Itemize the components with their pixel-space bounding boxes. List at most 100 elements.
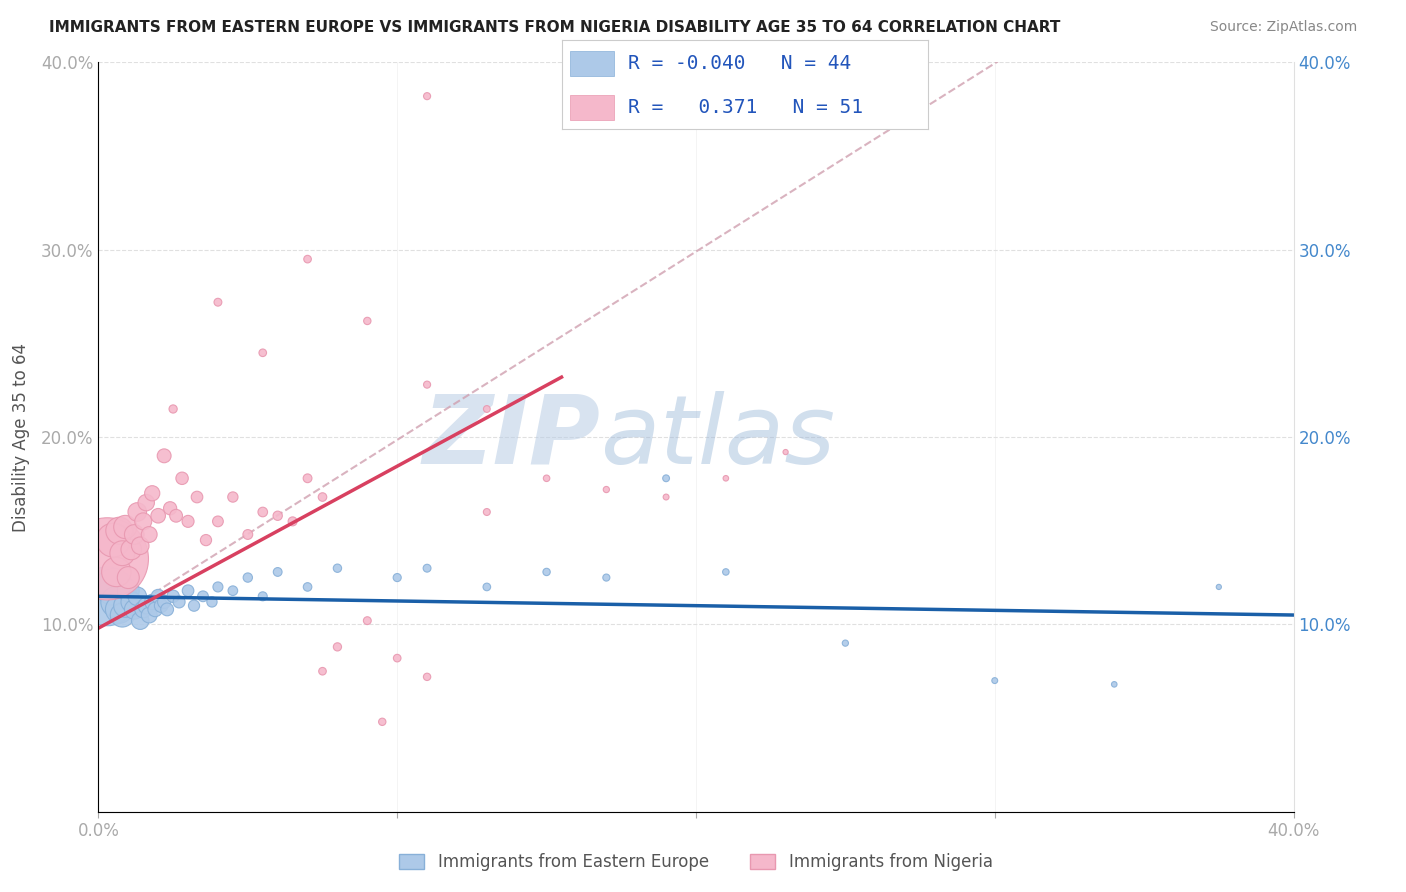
Point (108, 602, 131, 616)
Point (834, 636, 856, 650)
Point (984, 673, 1007, 688)
Point (124, 602, 146, 616)
Point (135, 496, 157, 510)
Point (475, 401, 498, 416)
Point (297, 580, 319, 594)
Point (222, 583, 245, 598)
Point (156, 602, 179, 616)
Point (148, 508, 170, 523)
Point (120, 595, 142, 609)
Point (385, 571, 409, 585)
Point (132, 602, 155, 616)
Legend: Immigrants from Eastern Europe, Immigrants from Nigeria: Immigrants from Eastern Europe, Immigran… (399, 853, 993, 871)
Point (150, 599, 173, 613)
Point (159, 501, 181, 516)
Point (141, 486, 163, 500)
Point (252, 345, 274, 359)
Point (201, 595, 224, 609)
Point (356, 614, 378, 628)
Point (148, 590, 170, 604)
Point (252, 505, 274, 519)
Point (267, 565, 290, 579)
Text: ZIP: ZIP (422, 391, 600, 483)
Point (416, 377, 439, 392)
Point (416, 89, 439, 103)
Text: R = -0.040   N = 44: R = -0.040 N = 44 (628, 54, 852, 73)
Point (96, 551, 118, 566)
Point (105, 565, 128, 579)
Point (105, 595, 128, 609)
Point (222, 490, 245, 504)
Point (117, 583, 139, 598)
Point (186, 490, 208, 504)
Point (326, 640, 349, 654)
Point (117, 571, 139, 585)
Point (536, 471, 558, 485)
Point (207, 514, 229, 528)
Point (385, 651, 409, 665)
Point (177, 514, 200, 528)
Point (138, 608, 160, 623)
Point (141, 595, 163, 609)
Text: atlas: atlas (600, 391, 835, 483)
Point (114, 520, 136, 534)
Point (103, 533, 125, 547)
Point (356, 314, 378, 328)
Point (183, 599, 205, 613)
FancyBboxPatch shape (569, 95, 613, 120)
Text: R =   0.371   N = 51: R = 0.371 N = 51 (628, 98, 863, 118)
Point (236, 527, 259, 541)
Point (96, 590, 118, 604)
Point (129, 539, 152, 553)
Point (714, 471, 737, 485)
Point (127, 505, 149, 519)
Point (297, 252, 319, 266)
Point (281, 514, 304, 528)
Point (191, 590, 214, 604)
Point (236, 571, 259, 585)
Point (162, 401, 184, 416)
Point (416, 561, 439, 575)
Point (127, 590, 149, 604)
Point (129, 614, 152, 628)
Point (138, 527, 160, 541)
Point (1208, 580, 1230, 594)
Point (416, 670, 439, 684)
Point (135, 599, 157, 613)
Point (143, 602, 166, 616)
Point (267, 508, 290, 523)
Point (165, 508, 187, 523)
Point (108, 524, 131, 538)
Y-axis label: Disability Age 35 to 64: Disability Age 35 to 64 (11, 343, 30, 532)
Point (132, 514, 155, 528)
Point (326, 561, 349, 575)
Point (111, 608, 134, 623)
Point (536, 565, 558, 579)
Point (655, 471, 678, 485)
FancyBboxPatch shape (569, 51, 613, 76)
Point (120, 542, 142, 557)
Point (595, 483, 617, 497)
Point (124, 527, 146, 541)
Point (167, 595, 190, 609)
Point (311, 664, 333, 679)
Point (311, 490, 333, 504)
Point (252, 590, 274, 604)
Point (153, 595, 176, 609)
Point (775, 445, 797, 459)
Point (114, 599, 136, 613)
Point (177, 583, 200, 598)
Point (172, 471, 194, 485)
Point (475, 580, 498, 594)
Text: IMMIGRANTS FROM EASTERN EUROPE VS IMMIGRANTS FROM NIGERIA DISABILITY AGE 35 TO 6: IMMIGRANTS FROM EASTERN EUROPE VS IMMIGR… (49, 20, 1060, 35)
Point (111, 546, 134, 560)
Point (655, 490, 678, 504)
Point (207, 580, 229, 594)
Point (297, 471, 319, 485)
Text: Source: ZipAtlas.com: Source: ZipAtlas.com (1209, 20, 1357, 34)
Point (195, 533, 218, 547)
Point (153, 449, 176, 463)
Point (1104, 677, 1126, 691)
Point (595, 571, 617, 585)
Point (714, 565, 737, 579)
